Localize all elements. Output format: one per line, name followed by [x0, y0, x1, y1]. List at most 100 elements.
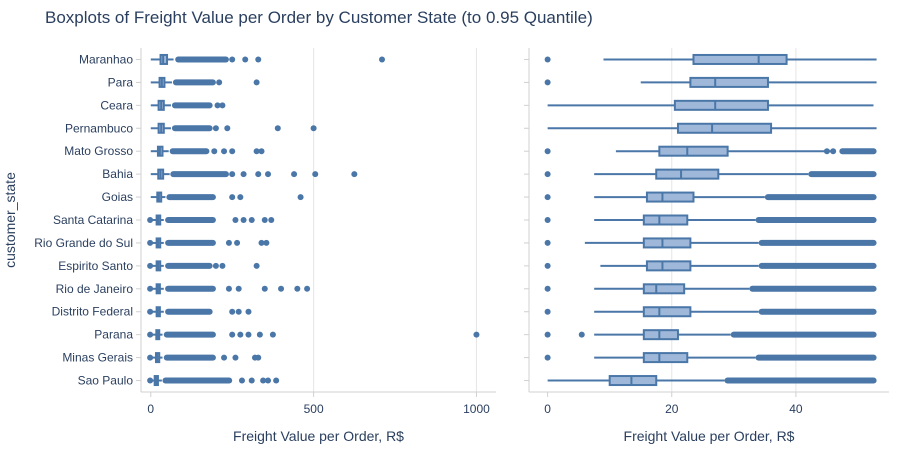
box-para [544, 76, 877, 88]
iqr-box [645, 260, 692, 272]
box-sao-paulo [547, 375, 877, 387]
outlier-point [544, 148, 551, 155]
box-bahia [544, 168, 877, 180]
outlier-cluster [163, 354, 216, 361]
outlier-point [304, 285, 311, 292]
category-label: Santa Catarina [53, 213, 133, 227]
outlier-point [235, 308, 242, 315]
outlier-point [237, 194, 244, 201]
box-mato-grosso [544, 145, 877, 157]
outlier-cluster [165, 217, 216, 223]
outlier-cluster [755, 354, 877, 361]
x-tick-label: 0 [147, 402, 154, 416]
outlier-point [278, 285, 285, 292]
outlier-point [351, 171, 358, 178]
box-parana [544, 329, 877, 341]
outlier-point [274, 125, 281, 132]
outlier-point [291, 171, 298, 178]
outlier-point [253, 79, 260, 86]
outlier-point [219, 262, 226, 269]
outlier-point [823, 148, 830, 155]
x-axis-title: Freight Value per Order, R$ [233, 428, 404, 444]
outlier-point [273, 377, 280, 384]
outlier-cluster [163, 331, 216, 338]
outlier-point [238, 377, 245, 384]
outlier-point [225, 239, 232, 246]
outlier-cluster [839, 148, 877, 155]
outlier-point [211, 148, 218, 155]
outlier-point [212, 125, 219, 132]
outlier-cluster [758, 239, 877, 246]
outlier-point [379, 56, 386, 63]
outlier-point [544, 194, 551, 201]
outlier-point [255, 171, 262, 178]
box-rio-grande-do-sul [147, 237, 270, 249]
iqr-box [642, 214, 689, 226]
outlier-point [255, 56, 262, 63]
outlier-point [261, 217, 268, 223]
outlier-point [258, 148, 265, 155]
outlier-cluster [724, 377, 877, 384]
outlier-cluster [171, 102, 213, 109]
outlier-point [265, 171, 272, 178]
outlier-point [232, 354, 239, 361]
outlier-cluster [171, 125, 213, 132]
outlier-point [229, 148, 236, 155]
outlier-point [260, 377, 267, 384]
category-label: Parana [94, 328, 133, 342]
box-santa-catarina [544, 214, 877, 226]
outlier-point [258, 239, 265, 246]
box-parana [147, 329, 480, 341]
category-label: Rio de Janeiro [56, 282, 134, 296]
box-maranhao [150, 53, 386, 65]
outlier-point [229, 194, 236, 201]
outlier-point [147, 331, 154, 338]
outlier-cluster [165, 308, 213, 315]
iqr-box [642, 283, 686, 295]
outlier-point [256, 331, 263, 338]
outlier-point [221, 354, 228, 361]
outlier-point [297, 194, 304, 201]
category-label: Distrito Federal [52, 305, 133, 319]
outlier-cluster [758, 308, 877, 315]
box-rio-de-janeiro [544, 283, 877, 295]
iqr-box [689, 76, 769, 88]
outlier-point [147, 217, 154, 223]
y-axis-title: customer_state [2, 172, 18, 268]
outlier-point [232, 217, 239, 223]
category-label: Minas Gerais [62, 351, 133, 365]
box-para [150, 76, 260, 88]
box-maranhao [544, 53, 877, 65]
category-label: Ceara [100, 98, 133, 112]
outlier-point [235, 285, 242, 292]
box-pernambuco [150, 122, 317, 134]
outlier-point [237, 331, 244, 338]
outlier-point [263, 239, 270, 246]
outlier-point [830, 148, 837, 155]
outlier-point [544, 217, 551, 223]
outlier-point [147, 285, 154, 292]
outlier-cluster [764, 194, 877, 201]
box-santa-catarina [147, 214, 275, 226]
outlier-point [224, 125, 231, 132]
category-label: Mato Grosso [64, 144, 133, 158]
outlier-point [265, 377, 272, 384]
outlier-point [473, 331, 480, 338]
iqr-box [642, 237, 692, 249]
box-espirito-santo [147, 260, 260, 272]
outlier-point [544, 79, 551, 86]
outlier-cluster [166, 194, 216, 201]
outlier-cluster [808, 171, 877, 178]
iqr-box [658, 145, 729, 157]
x-tick-label: 1000 [463, 402, 490, 416]
box-sao-paulo [147, 375, 280, 387]
x-tick-label: 500 [304, 402, 324, 416]
outlier-point [253, 262, 260, 269]
outlier-point [544, 56, 551, 63]
x-tick-label: 0 [544, 402, 551, 416]
box-minas-gerais [147, 352, 262, 364]
outlier-point [578, 331, 585, 338]
category-label: Bahia [102, 167, 133, 181]
outlier-point [544, 354, 551, 361]
